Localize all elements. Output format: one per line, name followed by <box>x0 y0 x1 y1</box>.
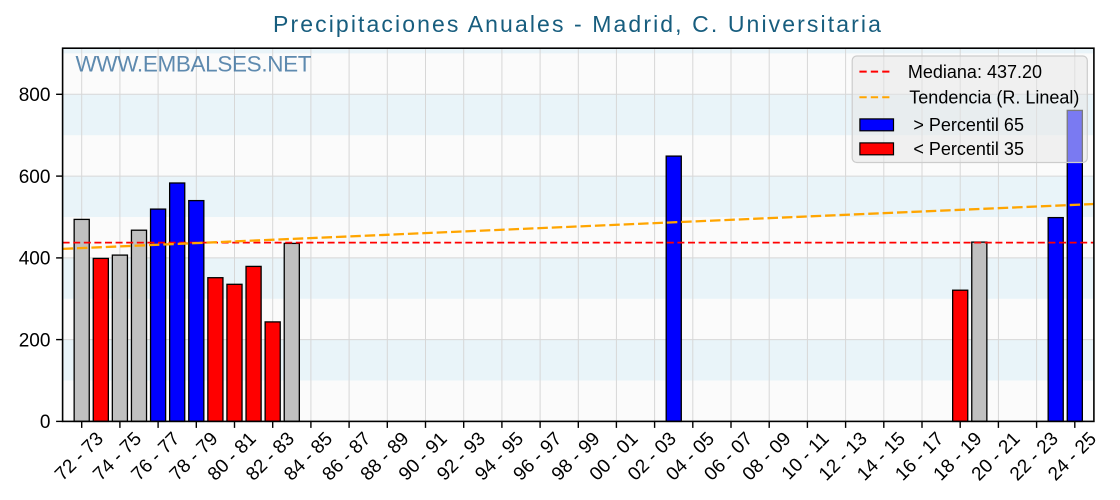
svg-text:WWW.EMBALSES.NET: WWW.EMBALSES.NET <box>76 51 312 76</box>
svg-text:800: 800 <box>19 85 51 106</box>
svg-text:600: 600 <box>19 167 51 188</box>
svg-text:Precipitaciones Anuales - Madr: Precipitaciones Anuales - Madrid, C. Uni… <box>273 11 883 37</box>
svg-text:400: 400 <box>19 249 51 270</box>
svg-text:0: 0 <box>40 412 51 433</box>
svg-text:< Percentil 35: < Percentil 35 <box>913 139 1024 159</box>
svg-text:> Percentil 65: > Percentil 65 <box>913 115 1024 135</box>
svg-text:Tendencia (R. Lineal): Tendencia (R. Lineal) <box>909 88 1079 108</box>
svg-text:200: 200 <box>19 330 51 351</box>
svg-text:Mediana: 437.20: Mediana: 437.20 <box>908 62 1042 82</box>
